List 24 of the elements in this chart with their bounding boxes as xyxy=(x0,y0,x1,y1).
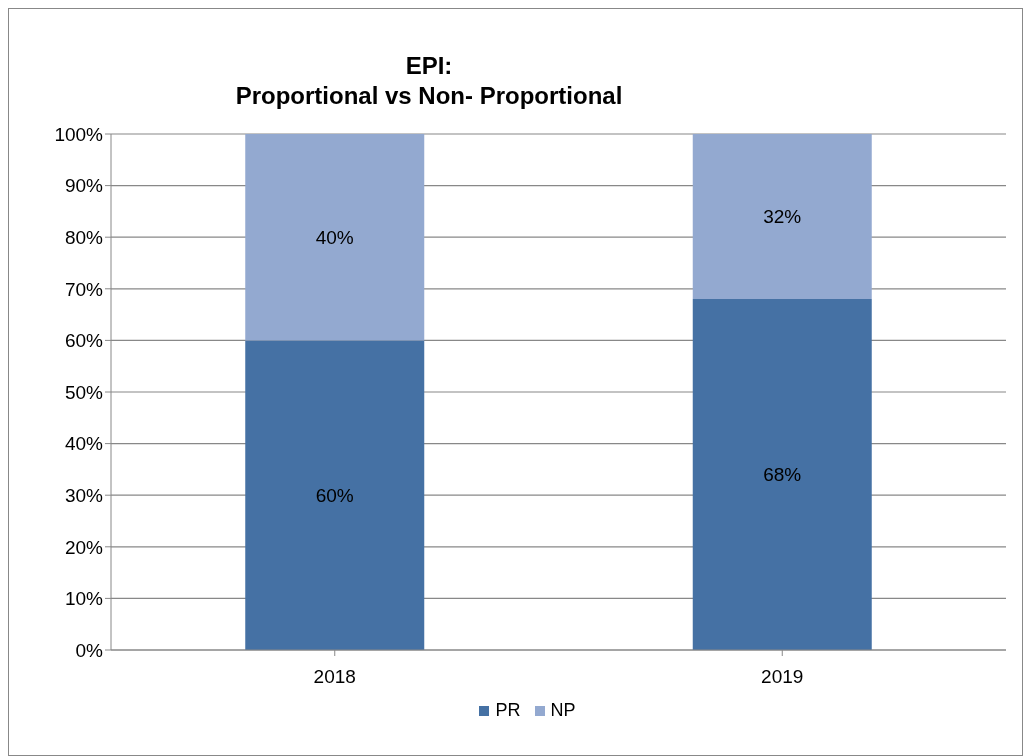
data-label: 68% xyxy=(763,464,802,486)
x-tick-label: 2018 xyxy=(313,666,356,688)
x-tick-label: 2019 xyxy=(761,666,804,688)
bar xyxy=(692,134,872,300)
y-tick-label: 20% xyxy=(64,536,104,558)
y-tick-label: 80% xyxy=(64,226,104,248)
data-label: 60% xyxy=(315,484,354,506)
y-tick-label: 70% xyxy=(64,278,104,300)
y-tick-label: 60% xyxy=(64,330,104,352)
y-tick-label: 0% xyxy=(75,639,104,661)
y-tick-label: 40% xyxy=(64,433,104,455)
legend-label: NP xyxy=(549,700,576,721)
y-tick-label: 50% xyxy=(64,381,104,403)
y-tick-label: 10% xyxy=(64,588,104,610)
data-label: 40% xyxy=(315,226,354,248)
y-tick-label: 100% xyxy=(54,123,104,145)
chart-title: EPI: Proportional vs Non- Proportional xyxy=(234,51,624,111)
bar xyxy=(245,134,425,341)
bar xyxy=(692,299,872,650)
y-tick-label: 90% xyxy=(64,175,104,197)
y-tick-label: 30% xyxy=(64,484,104,506)
bar xyxy=(245,340,425,650)
legend-label: PR xyxy=(494,700,521,721)
data-label: 32% xyxy=(763,206,802,228)
